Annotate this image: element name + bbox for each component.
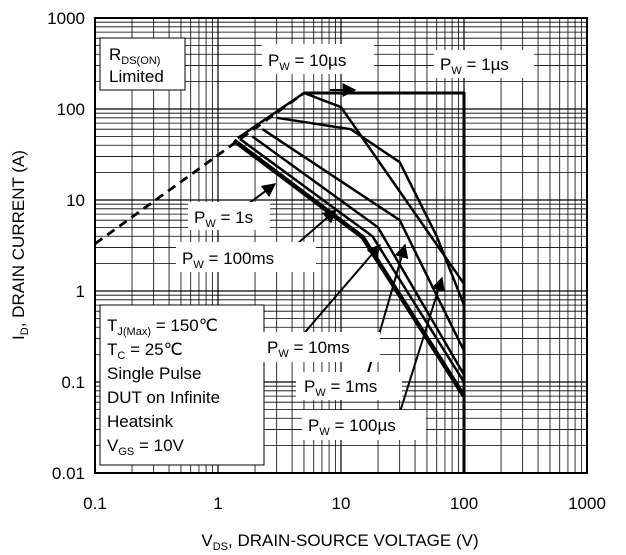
conditions-box bbox=[99, 304, 265, 466]
pw1ms-label: PW = 1ms bbox=[304, 377, 377, 399]
series-pw100us bbox=[276, 116, 466, 306]
y-tick-label: 1 bbox=[76, 282, 85, 301]
series-pw100ms bbox=[238, 137, 466, 383]
series-pw1us bbox=[304, 91, 466, 473]
y-tick-label: 100 bbox=[57, 100, 85, 119]
cond-vgs: VGS = 10V bbox=[107, 436, 185, 458]
series-pw10us bbox=[237, 91, 466, 285]
x-tick-label: 1000 bbox=[568, 494, 606, 513]
series-pw1ms bbox=[261, 128, 466, 352]
pw1us-label: PW = 1µs bbox=[440, 55, 509, 77]
x-tick-label: 1 bbox=[213, 494, 222, 513]
rdson-label-box bbox=[99, 37, 186, 91]
pw1s-label: PW = 1s bbox=[194, 208, 253, 230]
cond-pulse: Single Pulse bbox=[107, 364, 202, 383]
x-axis-label: VDS, DRAIN-SOURCE VOLTAGE (V) bbox=[201, 531, 478, 553]
annotation-arrows bbox=[239, 83, 445, 413]
x-tick-label: 0.1 bbox=[83, 494, 107, 513]
pw10ms-label: PW = 10ms bbox=[267, 338, 350, 360]
series-pw10ms bbox=[251, 135, 466, 376]
pw100us-label: PW = 100µs bbox=[308, 416, 396, 438]
pw10us-label: PW = 10µs bbox=[268, 51, 346, 73]
pw100us-label-box bbox=[302, 410, 426, 440]
cond-tj: TJ(Max) = 150℃ bbox=[107, 316, 218, 338]
cond-heatsink: Heatsink bbox=[107, 412, 174, 431]
series-group bbox=[94, 91, 466, 473]
y-axis-label: ID, DRAIN CURRENT (A) bbox=[9, 150, 31, 340]
x-tick-label: 100 bbox=[450, 494, 478, 513]
y-tick-label: 1000 bbox=[47, 9, 85, 28]
pw1ms-label-box bbox=[296, 372, 402, 400]
arrow-pw100us bbox=[399, 276, 445, 413]
rdson-label-line2: Limited bbox=[109, 67, 164, 86]
x-tick-labels: 0.1 1 10 100 1000 bbox=[83, 494, 606, 513]
arrow-pw10ms bbox=[299, 243, 381, 339]
cond-dut: DUT on Infinite bbox=[107, 388, 220, 407]
pw100ms-label-box bbox=[176, 242, 316, 272]
pw1us-label-box bbox=[434, 50, 534, 78]
pw10us-label-box bbox=[262, 44, 374, 74]
pw100ms-label: PW = 100ms bbox=[182, 249, 274, 271]
y-tick-label: 0.1 bbox=[61, 373, 85, 392]
y-tick-labels: 0.01 0.1 1 10 100 1000 bbox=[47, 9, 85, 483]
plot-frame bbox=[94, 17, 588, 474]
cond-tc: TC = 25℃ bbox=[107, 340, 183, 362]
pw10ms-label-box bbox=[262, 332, 380, 362]
pw1s-label-box bbox=[188, 202, 270, 230]
rdson-label-line1: RDS(ON) bbox=[109, 45, 160, 67]
x-tick-label: 10 bbox=[332, 494, 351, 513]
y-tick-label: 0.01 bbox=[52, 464, 85, 483]
y-tick-label: 10 bbox=[66, 191, 85, 210]
series-pw1s bbox=[232, 138, 466, 398]
